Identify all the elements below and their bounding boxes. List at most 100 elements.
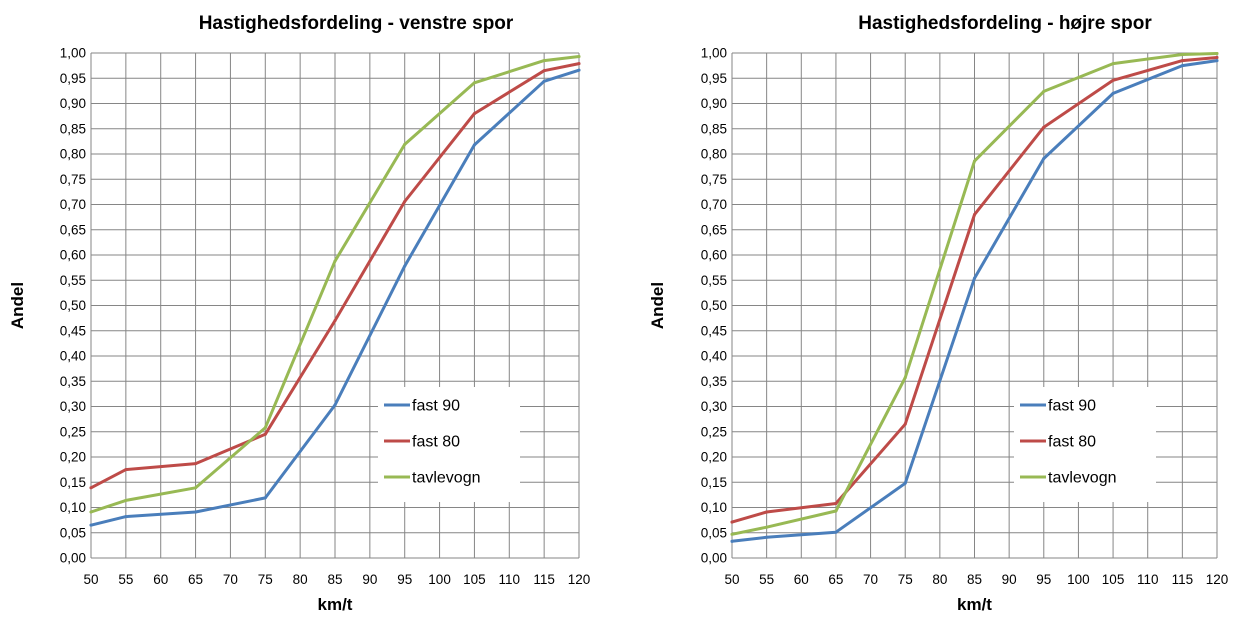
legend-label: fast 80 (412, 434, 460, 451)
x-tick-label: 75 (258, 572, 273, 587)
data-point (333, 319, 337, 323)
x-tick-label: 115 (1172, 572, 1194, 587)
y-tick-label: 0,00 (60, 551, 86, 566)
chart-title: Hastighedsfordeling - højre spor (858, 13, 1152, 34)
x-tick-label: 60 (153, 572, 168, 587)
y-tick-label: 0,70 (701, 197, 727, 212)
x-tick-label: 65 (828, 572, 843, 587)
y-tick-label: 0,80 (701, 147, 727, 162)
x-tick-label: 60 (794, 572, 809, 587)
y-tick-label: 0,90 (701, 96, 727, 111)
chart-title: Hastighedsfordeling - venstre spor (199, 13, 514, 34)
legend-label: tavlevogn (412, 470, 481, 487)
y-tick-label: 0,30 (701, 399, 727, 414)
x-tick-label: 100 (1067, 572, 1090, 587)
data-point (194, 462, 198, 466)
data-point (1111, 91, 1115, 95)
data-point (1215, 52, 1219, 56)
y-tick-label: 0,40 (701, 349, 727, 364)
data-point (973, 159, 976, 163)
data-point (1111, 78, 1115, 82)
y-tick-label: 0,85 (60, 121, 86, 136)
x-tick-label: 120 (568, 572, 591, 587)
data-point (263, 432, 267, 436)
x-tick-label: 90 (1002, 572, 1017, 587)
data-point (834, 501, 838, 505)
x-tick-label: 110 (1137, 572, 1159, 587)
y-tick-label: 0,50 (701, 298, 727, 313)
data-point (124, 498, 128, 502)
data-point (765, 510, 769, 514)
y-tick-label: 0,30 (60, 399, 86, 414)
legend-label: fast 90 (412, 398, 460, 415)
x-tick-label: 70 (223, 572, 238, 587)
y-tick-label: 0,05 (60, 525, 86, 540)
y-tick-label: 0,45 (701, 323, 727, 338)
gridlines (90, 52, 580, 559)
data-point (730, 520, 734, 524)
x-tick-label: 65 (188, 572, 203, 587)
data-point (263, 426, 267, 430)
data-point (124, 468, 128, 472)
legend: fast 90 fast 80 tavlevogn (378, 387, 520, 502)
x-tick-label: 80 (293, 572, 308, 587)
x-tick-label: 90 (362, 572, 377, 587)
data-point (542, 59, 546, 63)
data-point (1180, 64, 1184, 68)
data-point (1180, 59, 1184, 63)
y-tick-label: 0,20 (701, 450, 727, 465)
y-tick-label: 0,20 (60, 450, 86, 465)
x-tick-label: 55 (759, 572, 774, 587)
legend-label: tavlevogn (1048, 470, 1117, 487)
data-point (577, 62, 581, 66)
data-point (333, 259, 337, 263)
data-point (1042, 89, 1046, 93)
y-tick-label: 0,55 (701, 273, 727, 288)
data-point (903, 481, 907, 485)
y-tick-label: 0,05 (701, 525, 727, 540)
data-point (194, 510, 198, 514)
x-tick-label: 105 (1102, 572, 1125, 587)
y-tick-label: 1,00 (701, 46, 727, 61)
data-point (542, 69, 546, 73)
x-tick-label: 50 (724, 572, 739, 587)
x-tick-label: 105 (463, 572, 486, 587)
data-point (403, 142, 407, 146)
data-point (577, 55, 581, 59)
y-tick-label: 0,00 (701, 551, 727, 566)
data-point (1111, 62, 1115, 66)
y-tick-label: 0,95 (60, 71, 86, 86)
data-point (730, 532, 734, 536)
data-point (1042, 125, 1046, 129)
data-point (1215, 59, 1219, 63)
data-point (577, 68, 581, 72)
y-tick-label: 0,10 (701, 500, 727, 515)
y-tick-label: 0,65 (701, 222, 727, 237)
data-point (834, 530, 838, 534)
y-tick-label: 0,80 (60, 147, 86, 162)
legend: fast 90 fast 80 tavlevogn (1014, 387, 1156, 502)
data-point (1042, 157, 1046, 161)
data-point (89, 510, 93, 514)
data-point (765, 525, 769, 529)
y-tick-label: 0,75 (60, 172, 86, 187)
data-point (89, 486, 93, 490)
y-axis-title: Andel (8, 282, 27, 329)
y-tick-label: 0,40 (60, 349, 86, 364)
x-tick-label: 70 (863, 572, 878, 587)
data-point (124, 515, 128, 519)
y-tick-label: 0,55 (60, 273, 86, 288)
x-tick-label: 75 (898, 572, 913, 587)
x-axis-title: km/t (957, 595, 992, 614)
data-point (89, 523, 93, 527)
data-point (472, 143, 476, 147)
data-point (730, 539, 734, 543)
x-tick-label: 95 (397, 572, 412, 587)
x-tick-label: 85 (967, 572, 982, 587)
y-tick-label: 0,50 (60, 298, 86, 313)
x-tick-label: 50 (83, 572, 98, 587)
y-tick-label: 0,90 (60, 96, 86, 111)
x-tick-label: 115 (533, 572, 555, 587)
y-tick-label: 0,85 (701, 121, 727, 136)
